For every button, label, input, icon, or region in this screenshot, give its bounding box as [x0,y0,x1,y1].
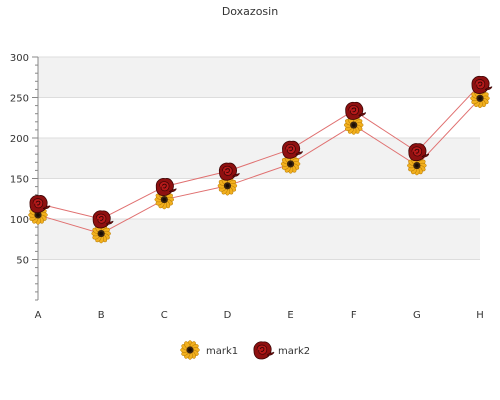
plot-band [38,57,480,98]
legend: mark1 mark2 [180,340,310,360]
y-tick-label: 200 [10,134,29,145]
legend-rose-icon [253,341,275,360]
y-tick-label: 250 [10,94,29,105]
x-tick-label: C [161,310,168,321]
legend-label-mark1: mark1 [206,346,238,357]
data-point-mark2-rose-icon [155,178,177,197]
axes: 50 100 150 200 250 300 A B C D E F G H [10,53,484,321]
x-tick-label: G [413,310,421,321]
series-line-mark2 [37,84,481,220]
y-tick-label: 100 [10,215,29,226]
series-lines [37,84,481,235]
x-tick-label: E [287,310,293,321]
series-line-mark1 [37,97,481,235]
x-tick-label: F [351,310,357,321]
legend-label-mark2: mark2 [278,346,310,357]
gridlines [38,56,480,260]
x-tick-label: D [224,310,232,321]
y-tick-label: 150 [10,175,29,186]
y-tick-label: 300 [10,53,29,64]
data-point-mark2-rose-icon [471,75,493,94]
x-tick-label: B [98,310,105,321]
plot-band [38,219,480,260]
data-point-mark2-rose-icon [29,195,51,214]
chart-title: Doxazosin [222,5,278,18]
y-tick-label: 50 [16,256,29,267]
x-tick-label: A [35,310,42,321]
x-tick-label: H [476,310,484,321]
legend-sunflower-icon [180,340,200,360]
